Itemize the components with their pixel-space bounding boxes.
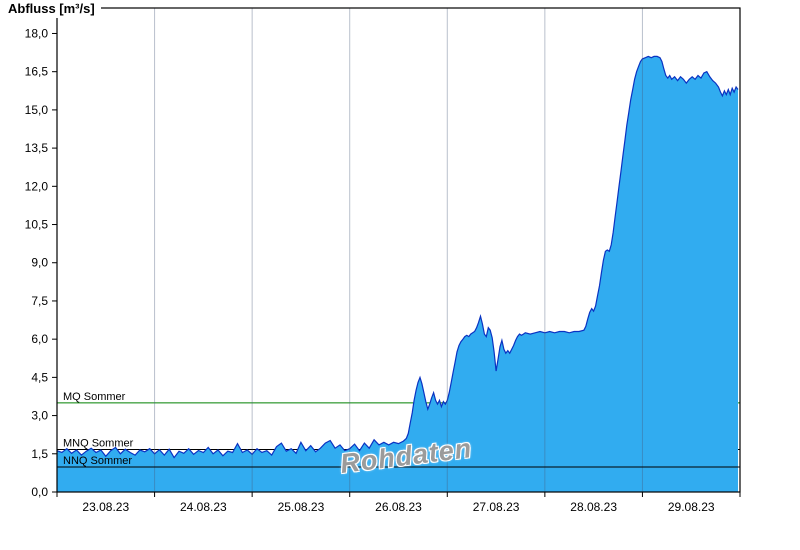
y-tick-label: 12,0 (25, 179, 49, 193)
y-axis-title: Abfluss [m³/s] (6, 0, 101, 18)
y-tick-label: 15,0 (25, 103, 49, 117)
y-tick-label: 7,5 (31, 294, 48, 308)
ref-label-mq-sommer: MQ Sommer (63, 391, 126, 403)
discharge-line-series (56, 55, 739, 459)
y-tick-label: 18,0 (25, 26, 49, 40)
x-tick-label: 28.08.23 (570, 500, 617, 514)
ref-label-mnq-sommer: MNQ Sommer (63, 437, 134, 449)
x-tick-label: 25.08.23 (278, 500, 325, 514)
x-tick-label: 26.08.23 (375, 500, 422, 514)
x-tick-label: 24.08.23 (180, 500, 227, 514)
y-tick-label: 10,5 (25, 218, 49, 232)
discharge-area-series (57, 56, 738, 493)
y-tick-label: 9,0 (31, 256, 48, 270)
y-tick-label: 4,5 (31, 370, 48, 384)
y-tick-label: 16,5 (25, 65, 49, 79)
ref-label-nnq-sommer: NNQ Sommer (63, 455, 132, 467)
y-tick-label: 1,5 (31, 447, 48, 461)
x-tick-label: 23.08.23 (82, 500, 129, 514)
y-tick-label: 13,5 (25, 141, 49, 155)
plot-border (56, 7, 741, 493)
y-tick-label: 6,0 (31, 332, 48, 346)
y-tick-label: 3,0 (31, 409, 48, 423)
y-tick-label: 0,0 (31, 485, 48, 499)
x-tick-label: 27.08.23 (473, 500, 520, 514)
x-tick-label: 29.08.23 (668, 500, 715, 514)
